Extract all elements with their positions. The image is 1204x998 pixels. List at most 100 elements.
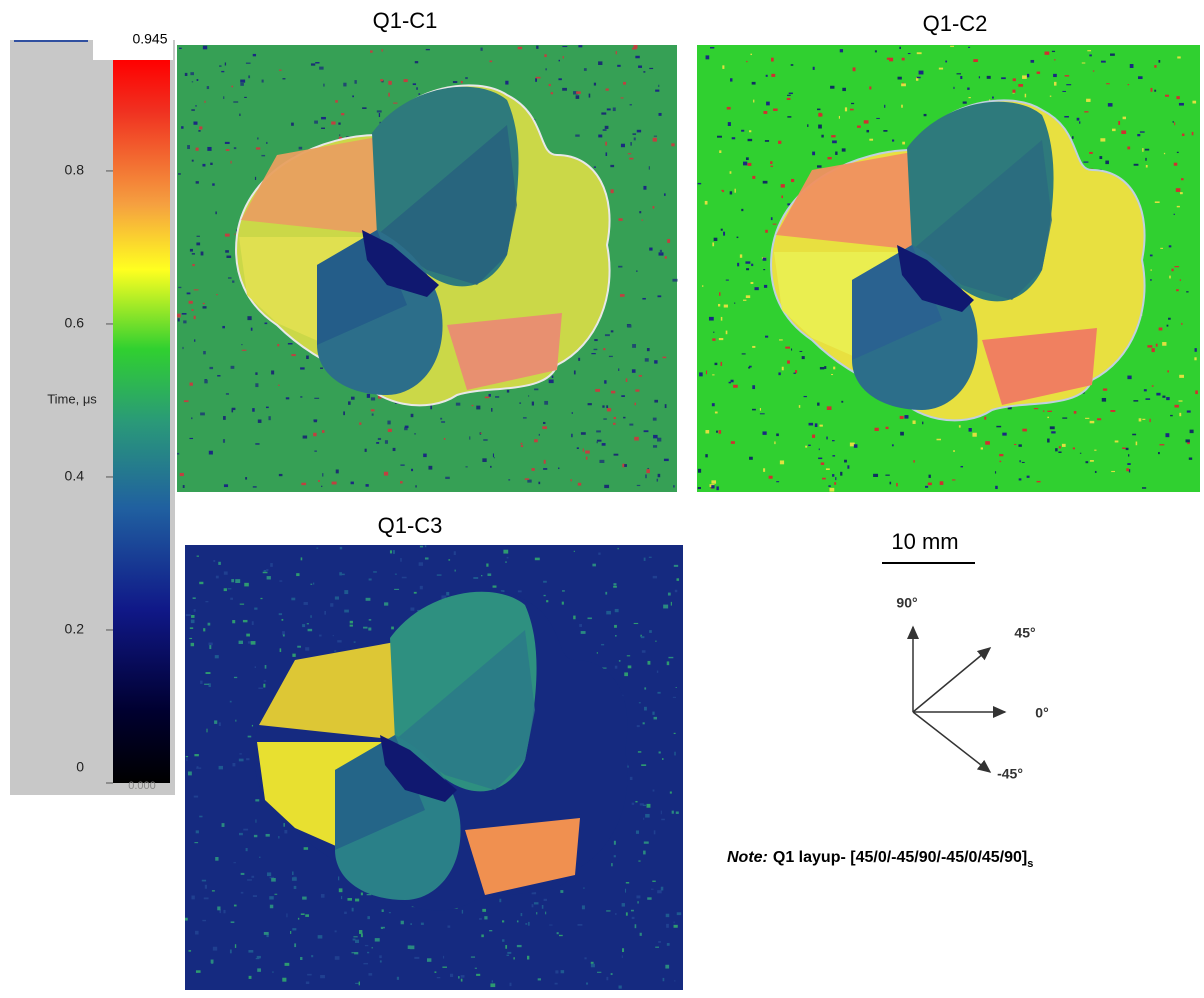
noise	[884, 104, 886, 108]
noise	[291, 597, 296, 601]
noise	[652, 206, 655, 209]
region	[465, 818, 580, 895]
noise	[619, 294, 625, 297]
noise	[186, 757, 188, 762]
noise	[505, 80, 509, 85]
noise	[759, 413, 765, 415]
noise	[669, 791, 672, 794]
noise	[416, 87, 418, 90]
noise	[907, 52, 911, 55]
noise	[904, 415, 909, 419]
noise	[604, 484, 610, 489]
noise	[1154, 89, 1157, 92]
noise	[615, 913, 617, 915]
noise	[193, 795, 199, 798]
noise	[711, 485, 715, 489]
noise	[748, 365, 752, 368]
noise	[576, 447, 579, 450]
noise	[673, 921, 675, 924]
noise	[799, 350, 803, 352]
noise	[633, 45, 638, 49]
noise	[1112, 128, 1116, 132]
noise	[460, 80, 463, 84]
noise	[334, 930, 337, 933]
noise	[722, 65, 725, 69]
noise	[618, 660, 621, 662]
noise	[1051, 431, 1056, 434]
damage	[235, 84, 611, 407]
noise	[787, 203, 791, 206]
noise	[252, 408, 255, 412]
noise	[849, 108, 854, 111]
noise	[224, 62, 227, 66]
noise	[613, 840, 616, 845]
noise	[672, 278, 678, 282]
noise	[533, 902, 539, 905]
noise	[644, 358, 649, 362]
noise	[640, 636, 645, 639]
noise	[676, 578, 680, 581]
noise	[423, 453, 427, 458]
noise	[204, 100, 206, 103]
noise	[590, 961, 594, 964]
noise	[300, 913, 305, 916]
noise	[801, 356, 805, 360]
noise	[355, 898, 360, 902]
noise	[1002, 432, 1007, 436]
noise	[1174, 266, 1180, 268]
noise	[1194, 357, 1197, 361]
noise	[636, 895, 641, 899]
noise	[610, 330, 614, 333]
noise	[671, 143, 675, 147]
noise	[317, 935, 323, 939]
noise	[305, 647, 310, 651]
noise	[461, 909, 464, 914]
noise	[664, 404, 667, 409]
noise	[1026, 475, 1030, 478]
noise	[1157, 452, 1160, 455]
noise	[189, 627, 194, 629]
noise	[492, 585, 497, 588]
noise	[763, 284, 768, 288]
direction-label: -45°	[997, 766, 1023, 782]
noise	[629, 104, 632, 106]
noise	[293, 876, 297, 878]
noise	[606, 405, 609, 409]
noise	[303, 602, 308, 605]
noise	[778, 372, 781, 376]
noise	[230, 160, 232, 164]
noise	[352, 95, 354, 98]
noise	[314, 450, 317, 452]
noise	[1007, 406, 1012, 410]
noise	[495, 396, 500, 398]
noise	[321, 116, 326, 120]
noise	[239, 113, 241, 117]
noise	[292, 928, 297, 931]
noise	[484, 396, 490, 399]
noise	[322, 473, 324, 477]
noise	[1064, 115, 1069, 118]
noise	[242, 619, 248, 623]
noise	[545, 911, 547, 915]
noise	[611, 863, 613, 867]
noise	[938, 67, 944, 70]
noise	[841, 148, 846, 152]
noise	[583, 887, 585, 889]
noise	[412, 83, 417, 86]
noise	[899, 415, 904, 419]
noise	[999, 460, 1002, 463]
noise	[657, 473, 661, 478]
noise	[704, 200, 708, 205]
noise	[625, 378, 628, 382]
noise	[1022, 428, 1027, 432]
noise	[753, 99, 755, 103]
noise	[562, 56, 564, 59]
noise	[366, 393, 371, 398]
noise	[1181, 133, 1185, 136]
noise	[1174, 122, 1176, 126]
noise	[729, 191, 733, 195]
noise	[194, 754, 199, 757]
colorbar-ticks: 0.8 0.6 0.4 0.2 0	[65, 162, 113, 784]
noise	[341, 896, 343, 900]
noise	[245, 477, 248, 480]
